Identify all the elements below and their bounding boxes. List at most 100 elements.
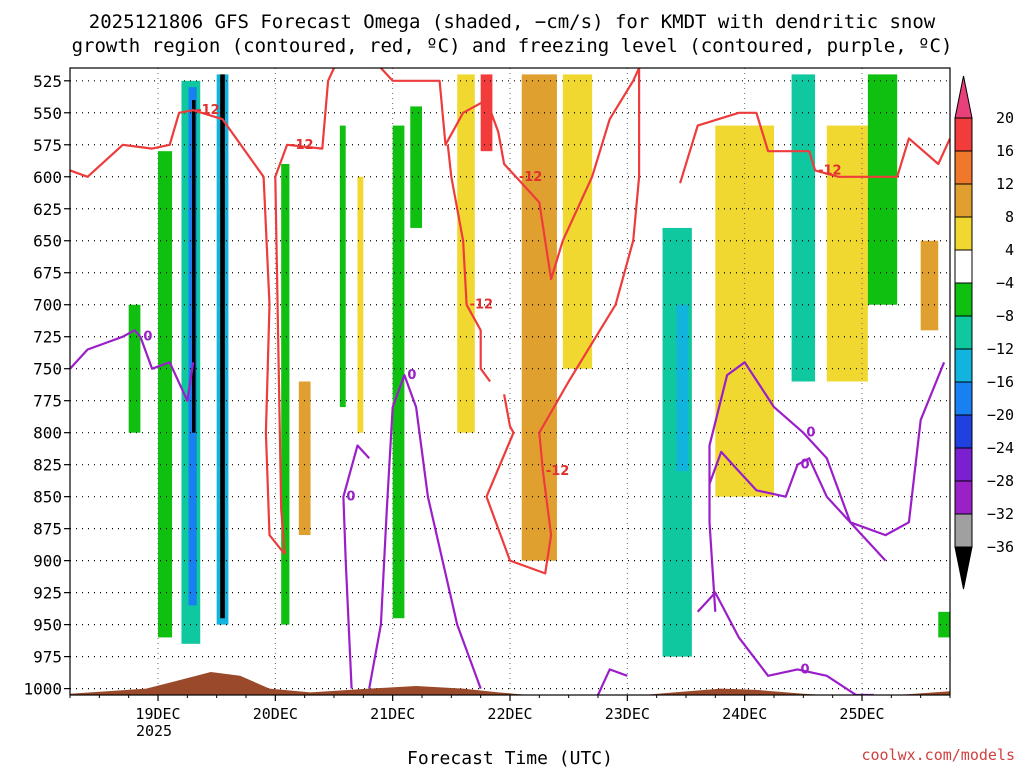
- x-tick-label-25dec: 25DEC: [839, 705, 884, 723]
- y-tick-label-850: 850: [33, 488, 62, 507]
- omega-region-4: [220, 74, 225, 619]
- omega-region-9: [339, 125, 346, 408]
- y-tick-label-650: 650: [33, 232, 62, 251]
- colorbar-label-6: −8: [996, 307, 1014, 325]
- chart-title-line1: 2025121806 GFS Forecast Omega (shaded, −…: [89, 11, 936, 33]
- colorbar-label-7: −12: [987, 340, 1014, 358]
- colorbar-label-3: 8: [1005, 208, 1014, 226]
- red-contour-label-0: -12: [196, 103, 220, 118]
- y-tick-label-675: 675: [33, 264, 62, 283]
- purple-contour-3: [596, 668, 628, 695]
- colorbar-swatch-5: [954, 249, 973, 284]
- colorbar-swatch-11: [954, 447, 973, 482]
- y-tick-label-800: 800: [33, 424, 62, 443]
- omega-region-19: [715, 125, 774, 497]
- omega-region-10: [357, 176, 364, 433]
- x-axis-label: Forecast Time (UTC): [407, 748, 613, 768]
- x-tick-label-21dec: 21DEC: [370, 705, 415, 723]
- y-tick-label-525: 525: [33, 72, 62, 91]
- red-contour-2: [380, 68, 641, 281]
- y-tick-label-750: 750: [33, 360, 62, 379]
- y-tick-label-700: 700: [33, 296, 62, 315]
- x-tick-label-22dec: 22DEC: [487, 705, 532, 723]
- colorbar-label-8: −16: [987, 373, 1014, 391]
- omega-region-18: [676, 304, 689, 472]
- colorbar-label-1: 16: [996, 142, 1014, 160]
- omega-region-20: [791, 74, 816, 382]
- colorbar-swatch-10: [954, 414, 973, 449]
- colorbar-label-0: 20: [996, 109, 1014, 127]
- red-contour-0: [70, 109, 286, 555]
- purple-contour-label-2: 0: [407, 368, 416, 383]
- y-tick-label-825: 825: [33, 456, 62, 475]
- colorbar-bottom-arrow: [954, 546, 973, 590]
- credit-text: coolwx.com/models: [861, 746, 1015, 764]
- red-contour-4: [485, 68, 641, 575]
- plot-area: [70, 68, 950, 695]
- y-tick-label-775: 775: [33, 392, 62, 411]
- y-tick-label-625: 625: [33, 200, 62, 219]
- colorbar-swatch-6: [954, 282, 973, 317]
- omega-region-21: [826, 125, 868, 382]
- purple-contour-1: [342, 444, 371, 689]
- x-tick-label-23dec: 23DEC: [605, 705, 650, 723]
- red-contour-label-4: -12: [546, 464, 570, 479]
- colorbar-swatch-12: [954, 480, 973, 515]
- purple-contour-label-1: 0: [346, 490, 355, 505]
- red-contour-5: [679, 111, 950, 184]
- purple-contour-0: [70, 329, 195, 402]
- omega-region-8: [298, 381, 311, 536]
- y-tick-label-1000: 1000: [23, 680, 62, 699]
- x-tick-label-19dec: 19DEC: [135, 705, 180, 723]
- red-contour-label-2: -12: [519, 170, 543, 185]
- purple-contour-label-6: 0: [800, 662, 809, 677]
- y-tick-label-600: 600: [33, 168, 62, 187]
- red-contour-1: [274, 68, 335, 555]
- purple-contour-5: [708, 450, 887, 562]
- y-axis: 525 550 575 600 625 650 675 700 725 750 775 800 825 8…: [23, 72, 70, 699]
- freezing-level-contours: [70, 329, 946, 695]
- colorbar-label-11: −28: [987, 472, 1014, 490]
- purple-contour-2: [368, 374, 482, 689]
- colorbar-swatch-13: [954, 513, 973, 548]
- y-tick-label-725: 725: [33, 328, 62, 347]
- colorbar-label-2: 12: [996, 175, 1014, 193]
- y-tick-label-875: 875: [33, 520, 62, 539]
- purple-contour-label-4: 0: [806, 426, 815, 441]
- colorbar-label-9: −20: [987, 406, 1014, 424]
- omega-region-14: [480, 74, 493, 152]
- colorbar-swatch-3: [954, 183, 973, 218]
- plot-background: [70, 68, 950, 695]
- colorbar-swatch-1: [954, 117, 973, 152]
- colorbar-label-5: −4: [996, 274, 1014, 292]
- colorbar-swatch-4: [954, 216, 973, 251]
- red-contour-3: [446, 144, 491, 383]
- purple-contour-4: [708, 361, 946, 612]
- y-tick-label-575: 575: [33, 136, 62, 155]
- colorbar-label-12: −32: [987, 505, 1014, 523]
- omega-region-2: [192, 99, 196, 433]
- omega-shading: [128, 74, 950, 657]
- colorbar-label-13: −36: [987, 538, 1014, 556]
- y-tick-label-925: 925: [33, 584, 62, 603]
- colorbar-swatch-7: [954, 315, 973, 350]
- red-contour-label-1: -12: [290, 138, 314, 153]
- terrain: [70, 672, 950, 695]
- colorbar-top-arrow: [954, 75, 973, 119]
- purple-contour-label-0: 0: [143, 330, 152, 345]
- terrain-fill: [70, 672, 950, 695]
- omega-region-22: [867, 74, 898, 305]
- purple-contour-label-5: 0: [800, 458, 809, 473]
- y-tick-label-900: 900: [33, 552, 62, 571]
- omega-region-16: [562, 74, 593, 369]
- chart-title-line2: growth region (contoured, red, ºC) and f…: [72, 35, 953, 57]
- omega-region-5: [158, 151, 173, 638]
- colorbar-swatch-2: [954, 150, 973, 185]
- red-contour-label-5: -12: [818, 163, 842, 178]
- omega-region-23: [920, 240, 939, 331]
- purple-contour-6: [696, 591, 874, 695]
- omega-region-15: [521, 74, 557, 561]
- omega-region-11: [392, 125, 405, 619]
